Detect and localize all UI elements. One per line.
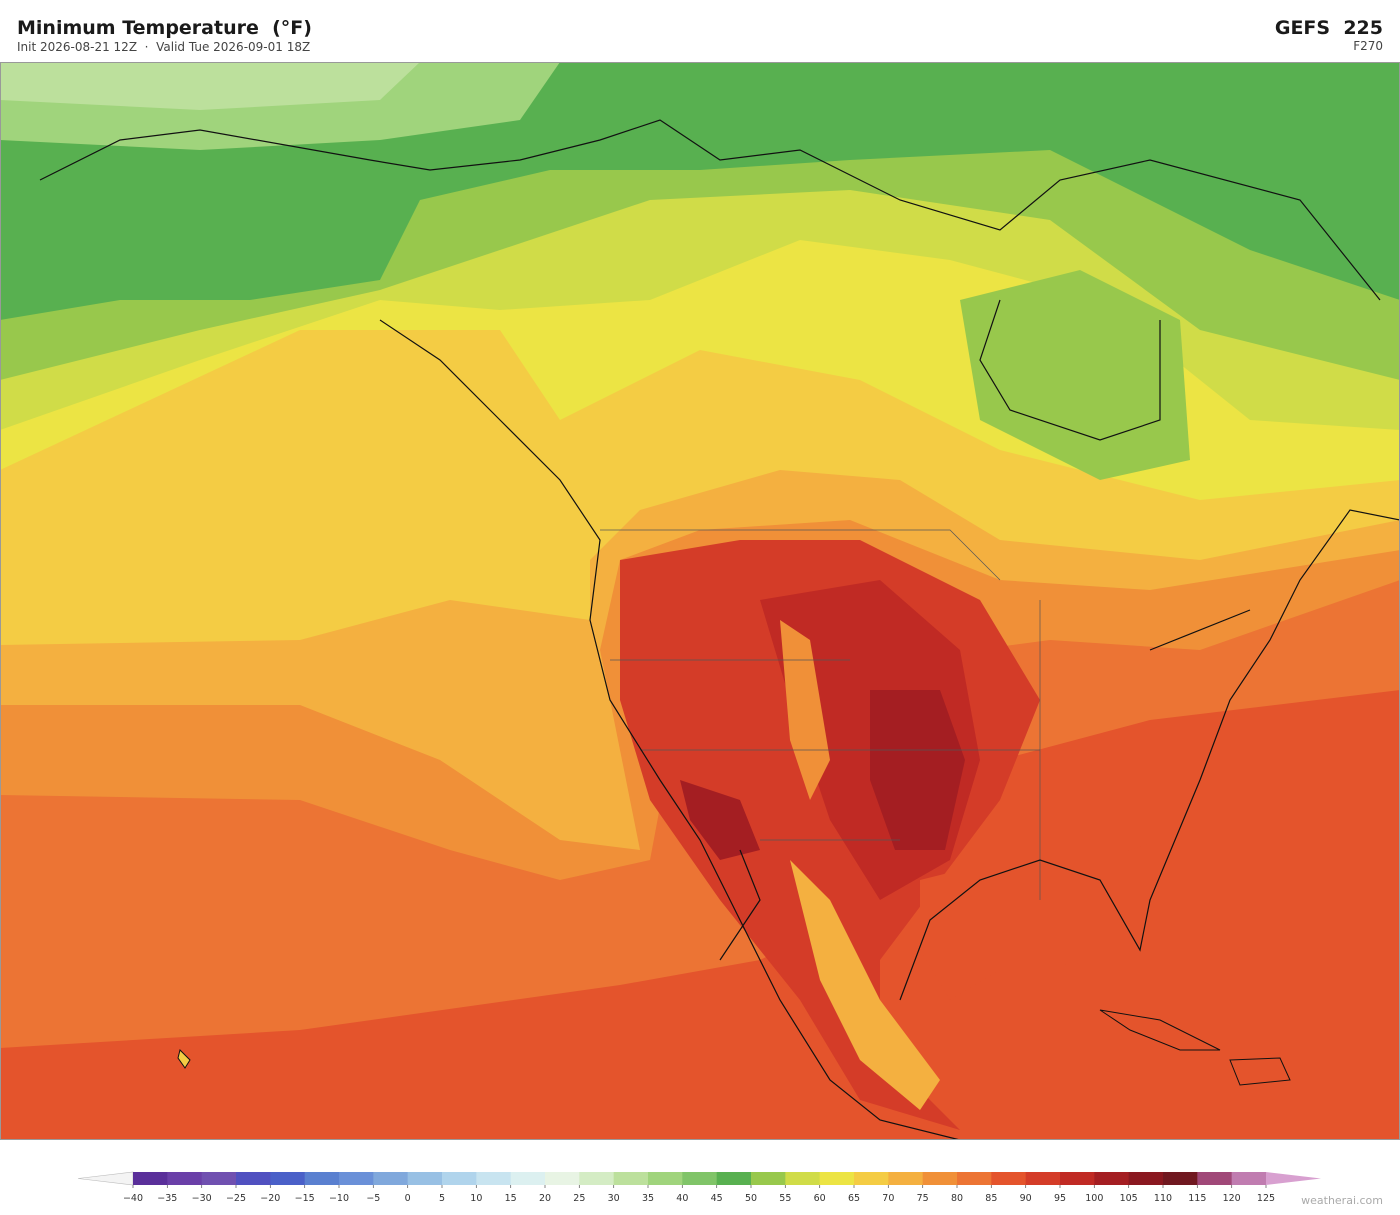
colorbar-tick-label: 110	[1154, 1193, 1172, 1204]
colorbar-tick-label: 75	[917, 1193, 929, 1204]
colorbar-tick-label: 65	[848, 1193, 860, 1204]
map	[0, 62, 1400, 1140]
colorbar-swatch	[922, 1172, 958, 1185]
colorbar-swatch	[373, 1172, 409, 1185]
colorbar-tick-label: 80	[951, 1193, 963, 1204]
colorbar-swatch	[579, 1172, 615, 1185]
forecast-hour: F270	[1353, 39, 1383, 53]
colorbar-swatch	[1060, 1172, 1095, 1185]
temp-zone	[960, 270, 1190, 480]
colorbar-swatch	[957, 1172, 992, 1185]
colorbar: −40 −35 −30 −25 −20 −15 −10 −5 0 5 10 15 20 25 30 35 40 4…	[77, 1171, 1321, 1204]
colorbar-swatch	[201, 1172, 237, 1185]
colorbar-tick-label: −15	[295, 1193, 315, 1204]
colorbar-swatch	[339, 1172, 374, 1185]
colorbar-tick-label: 20	[539, 1193, 551, 1204]
colorbar-swatch	[1094, 1172, 1130, 1185]
colorbar-swatch	[304, 1172, 340, 1185]
colorbar-tick-label: 95	[1054, 1193, 1066, 1204]
colorbar-tick-label: −40	[123, 1193, 143, 1204]
colorbar-tick-label: 50	[745, 1193, 757, 1204]
colorbar-tick-label: −25	[226, 1193, 246, 1204]
colorbar-extend-high	[1266, 1172, 1321, 1185]
colorbar-swatch	[716, 1172, 752, 1185]
colorbar-tick-label: 15	[505, 1193, 517, 1204]
watermark: weatherai.com	[1301, 1194, 1383, 1207]
colorbar-tick-label: 10	[470, 1193, 482, 1204]
colorbar-swatch	[407, 1172, 443, 1185]
colorbar-tick-label: 5	[439, 1193, 445, 1204]
colorbar-tick-label: −30	[192, 1193, 212, 1204]
colorbar-tick-label: 105	[1120, 1193, 1138, 1204]
colorbar-swatch	[236, 1172, 271, 1185]
colorbar-swatch	[1163, 1172, 1198, 1185]
island	[1099, 1009, 1291, 1086]
colorbar-tick-label: 45	[711, 1193, 723, 1204]
colorbar-swatch	[133, 1172, 168, 1185]
colorbar-swatch	[1231, 1172, 1267, 1185]
colorbar-swatch	[854, 1172, 889, 1185]
colorbar-tick-label: 115	[1188, 1193, 1206, 1204]
colorbar-swatch	[442, 1172, 477, 1185]
colorbar-swatch	[1197, 1172, 1233, 1185]
colorbar-swatch	[682, 1172, 718, 1185]
temp-zone	[870, 690, 965, 850]
colorbar-tick-label: −20	[260, 1193, 280, 1204]
model-label: GEFS 225	[1275, 17, 1383, 39]
border	[600, 529, 1041, 900]
colorbar-tick-label: −5	[366, 1193, 380, 1204]
temp-zone	[680, 780, 760, 860]
colorbar-tick-label: 25	[573, 1193, 585, 1204]
colorbar-swatch	[785, 1172, 821, 1185]
colorbar-swatch	[888, 1172, 924, 1185]
colorbar-tick-label: 60	[814, 1193, 826, 1204]
colorbar-swatch	[270, 1172, 306, 1185]
colorbar-tick-label: −35	[157, 1193, 177, 1204]
temp-zone	[790, 860, 940, 1110]
colorbar-swatch	[751, 1172, 786, 1185]
colorbar-tick-label: 55	[779, 1193, 791, 1204]
colorbar-tick-label: 120	[1223, 1193, 1241, 1204]
colorbar-tick-label: −10	[329, 1193, 349, 1204]
colorbar-tick-label: 40	[676, 1193, 688, 1204]
island	[177, 1049, 191, 1069]
temp-zone	[0, 62, 420, 110]
colorbar-tick-label: 30	[608, 1193, 620, 1204]
colorbar-tick-label: 100	[1085, 1193, 1103, 1204]
coastline	[39, 119, 1400, 1140]
temp-zone	[780, 620, 830, 800]
colorbar-swatch	[545, 1172, 580, 1185]
colorbar-swatch	[167, 1172, 203, 1185]
colorbar-swatch	[510, 1172, 546, 1185]
colorbar-tick-label: 70	[882, 1193, 894, 1204]
subtitle: Init 2026-08-21 12Z · Valid Tue 2026-09-…	[17, 40, 310, 54]
colorbar-swatch	[991, 1172, 1027, 1185]
colorbar-swatch	[819, 1172, 855, 1185]
colorbar-swatch	[476, 1172, 512, 1185]
colorbar-swatch	[1025, 1172, 1061, 1185]
colorbar-tick-label: 125	[1257, 1193, 1275, 1204]
colorbar-swatch	[613, 1172, 649, 1185]
colorbar-swatch	[648, 1172, 683, 1185]
colorbar-tick-label: 35	[642, 1193, 654, 1204]
colorbar-tick-label: 90	[1020, 1193, 1032, 1204]
colorbar-swatch	[1128, 1172, 1164, 1185]
colorbar-tick-label: 85	[985, 1193, 997, 1204]
title: Minimum Temperature (°F)	[17, 17, 312, 39]
colorbar-tick-label: 0	[405, 1193, 411, 1204]
